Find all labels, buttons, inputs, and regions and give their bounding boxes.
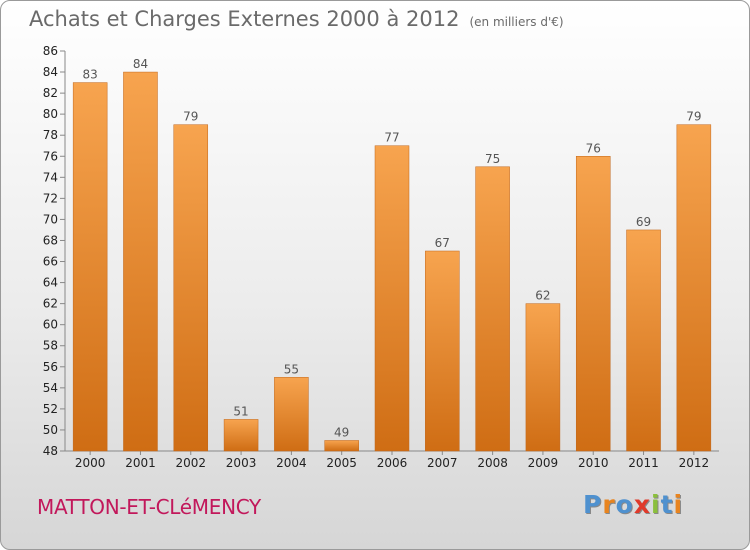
y-tick-label: 50: [43, 423, 58, 437]
data-label: 83: [83, 68, 98, 82]
y-tick-label: 82: [43, 86, 58, 100]
y-tick-label: 54: [43, 381, 58, 395]
bar: [374, 145, 410, 452]
data-label: 75: [485, 152, 500, 166]
x-tick-label: 2001: [125, 456, 156, 470]
bar: [274, 377, 309, 452]
y-tick-label: 66: [43, 255, 58, 269]
x-tick-label: 2007: [427, 456, 458, 470]
y-tick-label: 68: [43, 233, 58, 247]
bar: [525, 303, 561, 452]
bar: [575, 156, 611, 452]
bar: [173, 124, 209, 452]
chart-title-text: Achats et Charges Externes 2000 à 2012: [29, 7, 460, 31]
x-tick-label: 2000: [75, 456, 106, 470]
x-tick-label: 2011: [628, 456, 659, 470]
bar: [626, 229, 661, 452]
y-tick-label: 86: [43, 44, 58, 58]
bar: [223, 419, 259, 452]
city-name: MATTON-ET-CLéMENCY: [37, 495, 261, 519]
proxiti-logo[interactable]: Proxiti: [583, 490, 683, 519]
y-tick-label: 64: [43, 276, 58, 290]
y-tick-label: 72: [43, 191, 58, 205]
data-label: 55: [284, 362, 299, 376]
data-label: 77: [384, 131, 399, 145]
y-tick-label: 74: [43, 170, 58, 184]
data-label: 62: [535, 289, 550, 303]
data-label: 76: [586, 141, 601, 155]
x-tick-label: 2005: [326, 456, 357, 470]
x-tick-label: 2003: [226, 456, 257, 470]
bars: [72, 71, 712, 452]
logo-letter: t: [660, 490, 674, 519]
chart-title: Achats et Charges Externes 2000 à 2012 (e…: [29, 7, 564, 31]
x-tick-label: 2012: [679, 456, 710, 470]
x-tick-label: 2002: [175, 456, 206, 470]
labels: 48 50 52 54 56 58 60 62 64 66 68 70 72 74 76 78 80 82 84 86…: [43, 44, 709, 470]
y-tick-label: 62: [43, 297, 58, 311]
y-tick-label: 70: [43, 212, 58, 226]
x-tick-label: 2006: [377, 456, 408, 470]
data-label: 84: [133, 57, 148, 71]
bar: [425, 250, 460, 452]
chart-subtitle: (en milliers d'€): [469, 15, 564, 29]
x-tick-label: 2004: [276, 456, 307, 470]
data-label: 67: [435, 236, 450, 250]
y-tick-label: 60: [43, 318, 58, 332]
y-tick-label: 78: [43, 128, 58, 142]
bar: [123, 71, 158, 452]
data-label: 79: [686, 110, 701, 124]
logo-letter: i: [673, 490, 684, 519]
bar: [324, 440, 359, 452]
y-tick-label: 58: [43, 339, 58, 353]
data-label: 79: [183, 110, 198, 124]
y-tick-label: 48: [43, 444, 58, 458]
y-tick-label: 76: [43, 149, 58, 163]
x-tick-label: 2010: [578, 456, 609, 470]
y-tick-label: 84: [43, 65, 58, 79]
y-tick-label: 80: [43, 107, 58, 121]
logo-letter: o: [615, 490, 634, 519]
data-label: 51: [233, 404, 248, 418]
logo-letter: x: [633, 490, 651, 519]
y-tick-label: 56: [43, 360, 58, 374]
logo-letter: P: [583, 490, 603, 519]
data-label: 49: [334, 425, 349, 439]
logo-letter: r: [602, 490, 616, 519]
bar: [72, 82, 108, 452]
bar: [475, 166, 510, 452]
y-tick-label: 52: [43, 402, 58, 416]
x-tick-label: 2008: [477, 456, 508, 470]
data-label: 69: [636, 215, 651, 229]
bar: [676, 124, 712, 452]
x-tick-label: 2009: [528, 456, 559, 470]
logo-letter: i: [651, 490, 661, 519]
